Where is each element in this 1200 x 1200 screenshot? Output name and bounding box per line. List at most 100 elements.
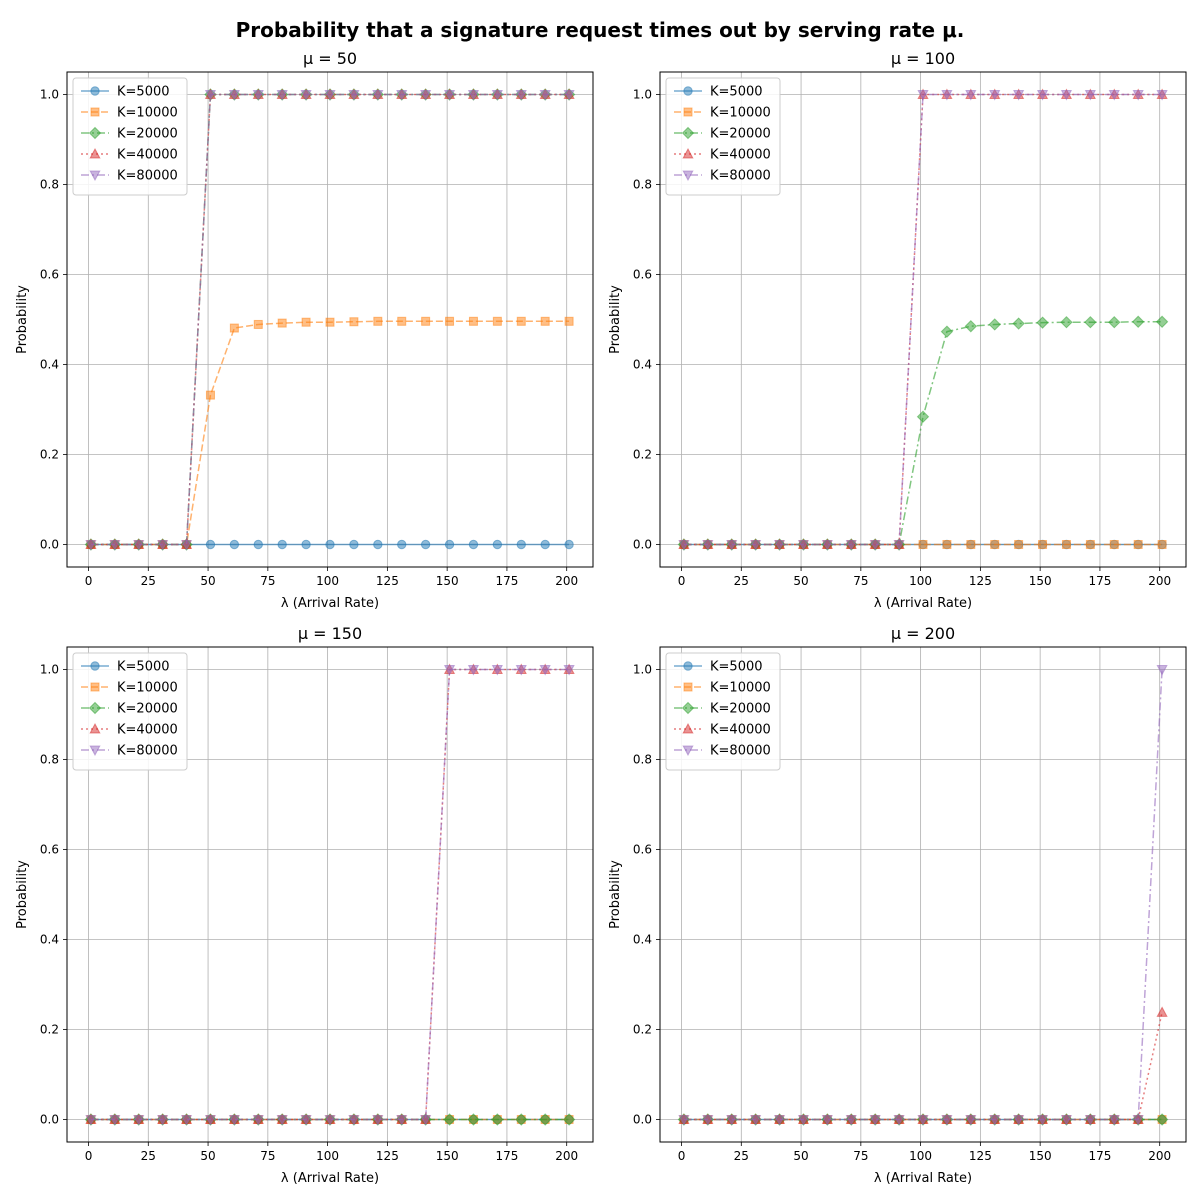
x-tick-label: 150 — [1029, 1149, 1052, 1163]
x-tick-label: 150 — [1029, 574, 1052, 588]
data-point — [301, 539, 311, 550]
x-tick-label: 125 — [376, 1149, 399, 1163]
chart-panel-1: 0 25 50 75 100 125 150 175 200 0.0 0.2 0.4 0.6 0.8 1.0… — [15, 49, 594, 611]
data-point — [443, 665, 456, 676]
y-tick-label: 0.8 — [40, 178, 59, 192]
data-point — [702, 1115, 714, 1126]
x-tick-label: 0 — [678, 574, 686, 588]
data-point — [467, 1113, 480, 1126]
y-tick-label: 0.2 — [633, 1023, 652, 1037]
data-point — [1084, 90, 1096, 101]
data-point — [702, 540, 714, 551]
x-tick-label: 75 — [260, 574, 275, 588]
data-point — [893, 540, 905, 551]
data-point — [396, 1115, 408, 1126]
y-axis-label: Probability — [15, 860, 30, 929]
series-k-10000 — [86, 316, 574, 549]
data-point — [372, 1115, 384, 1126]
x-tick-label: 175 — [495, 574, 518, 588]
data-point — [845, 1115, 857, 1126]
legend-marker — [683, 107, 693, 117]
data-point — [750, 1115, 762, 1126]
x-tick-label: 200 — [1148, 574, 1171, 588]
legend-marker — [90, 86, 100, 96]
legend-label: K=5000 — [117, 85, 170, 100]
data-point — [300, 90, 312, 101]
legend-marker — [89, 147, 101, 159]
data-point — [349, 539, 359, 550]
series-k-40000 — [678, 1006, 1168, 1124]
data-point — [349, 317, 359, 327]
data-point — [1012, 317, 1025, 330]
data-point — [204, 1115, 217, 1126]
data-point — [564, 316, 574, 326]
x-tick-label: 25 — [734, 574, 749, 588]
legend-label: K=5000 — [117, 660, 170, 675]
data-point — [468, 316, 478, 326]
data-point — [397, 316, 407, 326]
y-tick-label: 0.0 — [633, 538, 652, 552]
series-k-80000 — [85, 665, 575, 1126]
data-point — [1108, 90, 1120, 101]
data-point — [229, 323, 239, 333]
y-axis-label: Probability — [15, 285, 30, 354]
legend-marker — [682, 745, 694, 757]
x-tick-label: 75 — [853, 1149, 868, 1163]
legend-box — [72, 652, 188, 771]
y-tick-label: 0.4 — [633, 358, 652, 372]
series-k-80000 — [678, 90, 1168, 551]
y-tick-label: 0.4 — [40, 358, 59, 372]
data-point — [467, 665, 480, 676]
data-point — [797, 540, 810, 551]
data-point — [940, 325, 954, 338]
x-tick-label: 0 — [678, 1149, 686, 1163]
plot-frame — [66, 71, 594, 568]
data-point — [252, 90, 264, 101]
data-point — [539, 665, 551, 676]
data-point — [1156, 1006, 1168, 1017]
legend-marker — [88, 126, 102, 140]
chart-panel-3: 0 25 50 75 100 125 150 175 200 0.0 0.2 0.4 0.6 0.8 1.0… — [15, 624, 594, 1186]
data-point — [869, 540, 881, 551]
y-tick-label: 0.6 — [40, 268, 59, 282]
data-point — [397, 539, 407, 550]
data-point — [845, 540, 857, 551]
data-point — [1084, 1115, 1096, 1126]
data-point — [205, 539, 216, 550]
data-point — [678, 540, 690, 551]
legend-label: K=40000 — [710, 148, 771, 163]
y-tick-label: 0.8 — [633, 753, 652, 767]
data-point — [1036, 1115, 1049, 1126]
x-tick-label: 175 — [1088, 574, 1111, 588]
x-tick-label: 200 — [1148, 1149, 1171, 1163]
legend-box — [72, 77, 188, 196]
data-point — [491, 1113, 504, 1126]
x-axis-label: λ (Arrival Rate) — [874, 1171, 972, 1186]
y-tick-label: 0.6 — [633, 268, 652, 282]
x-tick-label: 50 — [200, 574, 215, 588]
data-point — [893, 1115, 905, 1126]
data-point — [325, 317, 335, 327]
data-point — [1060, 90, 1073, 101]
panel-title: μ = 100 — [891, 49, 955, 68]
x-tick-label: 75 — [260, 1149, 275, 1163]
data-point — [726, 1115, 738, 1126]
data-point — [516, 316, 526, 326]
x-tick-label: 125 — [969, 574, 992, 588]
data-point — [324, 90, 336, 101]
legend-label: K=10000 — [117, 681, 178, 696]
data-point — [373, 316, 383, 326]
data-point — [421, 316, 431, 326]
x-tick-label: 175 — [1088, 1149, 1111, 1163]
data-point — [180, 540, 193, 551]
data-point — [918, 540, 928, 549]
legend-label: K=20000 — [117, 702, 178, 717]
legend-label: K=80000 — [710, 169, 771, 184]
data-point — [1132, 90, 1144, 101]
chart-panel-2: 0 25 50 75 100 125 150 175 200 0.0 0.2 0.4 0.6 0.8 1.0… — [608, 49, 1187, 611]
data-point — [492, 539, 503, 550]
legend-marker — [88, 701, 102, 715]
data-point — [1060, 315, 1073, 329]
data-point — [301, 317, 311, 327]
data-point — [538, 1113, 552, 1126]
